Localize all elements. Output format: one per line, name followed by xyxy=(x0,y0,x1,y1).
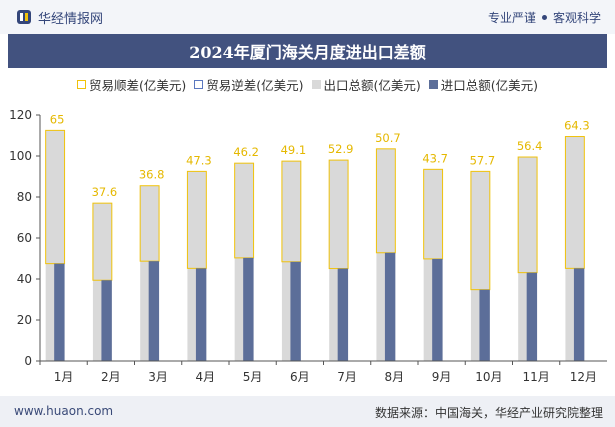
surplus-value-label: 57.7 xyxy=(470,153,496,167)
surplus-value-label: 46.2 xyxy=(233,145,259,159)
surplus-value-label: 37.6 xyxy=(92,185,118,199)
x-tick-label: 6月 xyxy=(290,370,310,384)
legend-swatch-surplus xyxy=(76,79,86,89)
y-tick-label: 100 xyxy=(9,149,32,163)
surplus-value-label: 49.1 xyxy=(281,143,307,157)
legend-swatch-deficit xyxy=(194,79,204,89)
huajing-logo-icon xyxy=(17,10,31,24)
import-bar xyxy=(290,261,301,361)
x-tick-label: 2月 xyxy=(101,370,121,384)
y-tick-label: 40 xyxy=(17,272,32,286)
import-bar xyxy=(479,289,490,361)
x-tick-label: 7月 xyxy=(337,370,357,384)
import-bar xyxy=(148,261,160,361)
legend-label-deficit: 贸易逆差(亿美元) xyxy=(206,77,304,93)
surplus-value-label: 50.7 xyxy=(375,131,401,145)
import-bar xyxy=(337,268,349,361)
x-tick-label: 5月 xyxy=(243,370,263,384)
legend-item-deficit: 贸易逆差(亿美元) xyxy=(194,75,304,94)
surplus-value-label: 36.8 xyxy=(139,168,165,182)
top-bar: 华经情报网 专业严谨 客观科学 xyxy=(0,0,615,34)
import-bar xyxy=(195,268,207,361)
x-tick-label: 12月 xyxy=(570,370,597,384)
x-tick-label: 3月 xyxy=(148,370,168,384)
tagline: 专业严谨 客观科学 xyxy=(488,9,601,26)
footer-source: 数据来源：中国海关，华经产业研究院整理 xyxy=(374,406,603,420)
brand[interactable]: 华经情报网 xyxy=(16,8,104,27)
import-bar xyxy=(384,252,396,361)
import-bar xyxy=(243,257,254,361)
x-tick-label: 9月 xyxy=(432,370,452,384)
import-bar xyxy=(526,272,538,361)
legend-label-export: 出口总额(亿美元) xyxy=(323,77,421,93)
x-tick-label: 11月 xyxy=(522,370,549,384)
import-bar xyxy=(432,258,443,361)
legend-item-import: 进口总额(亿美元) xyxy=(428,75,539,94)
surplus-value-label: 56.4 xyxy=(517,139,543,153)
chart-title: 2024年厦门海关月度进出口差额 xyxy=(8,34,607,68)
legend-item-surplus: 贸易顺差(亿美元) xyxy=(76,75,187,94)
import-bar xyxy=(54,263,65,361)
x-tick-label: 10月 xyxy=(475,370,502,384)
y-tick-label: 60 xyxy=(17,231,32,245)
legend-swatch-import xyxy=(428,79,438,89)
surplus-value-label: 64.3 xyxy=(564,119,590,133)
tagline-left: 专业严谨 xyxy=(487,11,536,25)
legend-swatch-export xyxy=(311,79,321,89)
chart-legend: 贸易顺差(亿美元) 贸易逆差(亿美元) 出口总额(亿美元) 进口总额(亿美元) xyxy=(0,74,615,94)
surplus-value-label: 43.7 xyxy=(422,151,448,165)
surplus-value-label: 52.9 xyxy=(328,142,354,156)
x-tick-label: 4月 xyxy=(196,370,216,384)
brand-name: 华经情报网 xyxy=(38,11,104,27)
tagline-dot-icon xyxy=(541,15,547,20)
footer-website-link[interactable]: www.huaon.com xyxy=(14,404,114,418)
footer: www.huaon.com 数据来源：中国海关，华经产业研究院整理 xyxy=(0,396,615,427)
y-tick-label: 120 xyxy=(9,108,32,122)
legend-label-surplus: 贸易顺差(亿美元) xyxy=(88,77,187,93)
import-bar xyxy=(101,280,112,361)
surplus-bar xyxy=(328,159,349,270)
surplus-value-label: 65 xyxy=(50,112,65,126)
legend-label-import: 进口总额(亿美元) xyxy=(440,77,539,93)
legend-item-export: 出口总额(亿美元) xyxy=(311,75,421,94)
y-tick-label: 20 xyxy=(17,313,32,327)
surplus-value-label: 47.3 xyxy=(186,153,212,167)
y-tick-label: 0 xyxy=(24,354,32,368)
bar-chart: 0 20 40 60 80 100 120 65 1月 37.6 2月 36.8 3月 47.3 4月 46.… xyxy=(9,108,607,384)
x-tick-label: 1月 xyxy=(54,370,74,384)
tagline-right: 客观科学 xyxy=(552,11,601,25)
import-bar xyxy=(573,268,585,361)
x-tick-label: 8月 xyxy=(385,370,405,384)
y-tick-label: 80 xyxy=(17,190,32,204)
